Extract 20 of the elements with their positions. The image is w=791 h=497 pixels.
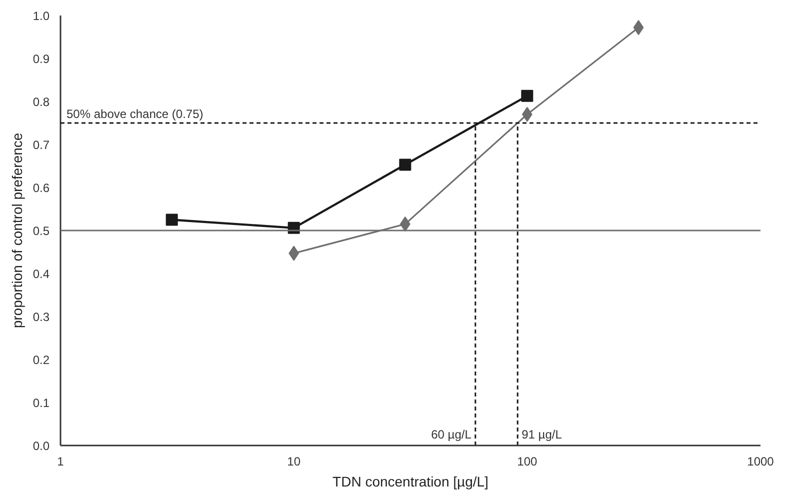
y-tick-label: 0.8 bbox=[32, 95, 50, 109]
y-tick-label: 0.7 bbox=[32, 138, 50, 152]
y-tick-label: 0.4 bbox=[32, 267, 50, 281]
x-tick-label: 1000 bbox=[747, 454, 774, 468]
y-axis-title: proportion of control preference bbox=[8, 132, 25, 328]
y-tick-label: 1.0 bbox=[32, 9, 50, 23]
y-tick-label: 0.6 bbox=[32, 181, 50, 195]
y-tick-label: 0.9 bbox=[32, 52, 50, 66]
ref-line-label: 50% above chance (0.75) bbox=[66, 107, 204, 121]
ref-line-label: 91 µg/L bbox=[522, 428, 562, 442]
x-tick-label: 100 bbox=[517, 454, 538, 468]
y-tick-label: 0.0 bbox=[32, 439, 50, 453]
y-tick-label: 0.3 bbox=[32, 310, 50, 324]
y-tick-label: 0.5 bbox=[32, 224, 50, 238]
ref-line-label: 60 µg/L bbox=[431, 428, 472, 442]
y-tick-label: 0.1 bbox=[32, 396, 50, 410]
x-tick-label: 10 bbox=[287, 454, 301, 468]
x-axis-title: TDN concentration [µg/L] bbox=[332, 474, 488, 490]
x-tick-label: 1 bbox=[57, 454, 64, 468]
y-tick-label: 0.2 bbox=[32, 353, 50, 367]
